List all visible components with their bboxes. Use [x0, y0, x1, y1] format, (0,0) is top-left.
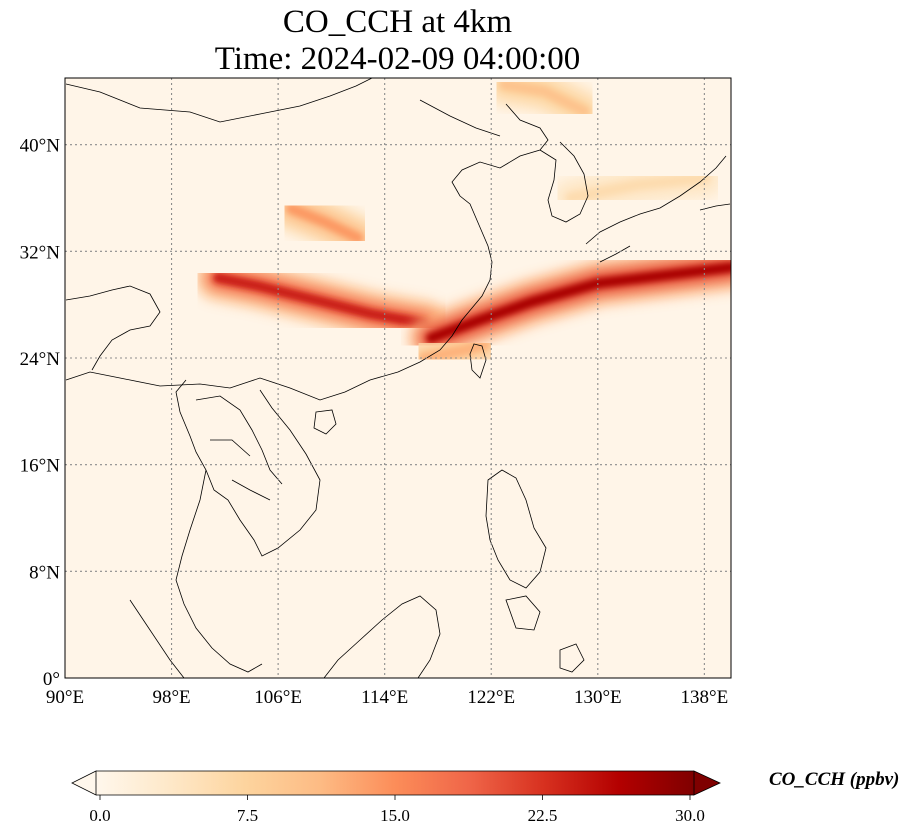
graticule — [65, 78, 731, 678]
latitude-ticks: 0° 8°N 16°N 24°N 32°N 40°N — [20, 136, 61, 690]
colorbar-label: CO_CCH (ppbv) — [769, 769, 900, 790]
lon-tick-label: 122°E — [467, 687, 515, 708]
coastline-korea — [539, 141, 589, 223]
lon-tick-label: 114°E — [361, 687, 408, 708]
lat-tick-label: 24°N — [20, 349, 61, 370]
colorbar-tick-label: 0.0 — [89, 806, 110, 825]
plume-core — [426, 262, 731, 343]
lat-tick-label: 16°N — [20, 456, 61, 477]
coastline-philippines — [485, 469, 547, 631]
lon-tick-label: 138°E — [681, 687, 729, 708]
colorbar: 0.0 7.5 15.0 22.5 30.0 — [71, 770, 721, 825]
coastline-china — [65, 103, 549, 401]
lon-tick-label: 98°E — [152, 687, 190, 708]
plume-core — [286, 203, 363, 243]
map-frame — [64, 77, 732, 679]
lon-tick-label: 130°E — [574, 687, 622, 708]
colorbar-max-extension — [693, 770, 721, 796]
coastline-sumatra — [129, 599, 185, 678]
map-panel — [64, 77, 732, 679]
map-subtitle-time: Time: 2024-02-09 04:00:00 — [214, 41, 581, 77]
lat-tick-label: 0° — [43, 669, 60, 690]
border-south-asia — [65, 285, 161, 371]
plume-core — [419, 339, 490, 363]
colorbar-tick-label: 30.0 — [675, 806, 705, 825]
longitude-ticks: 90°E 98°E 106°E 114°E 122°E 130°E 138°E — [46, 687, 728, 708]
border-indochina-interior — [195, 395, 283, 501]
coastline-indochina — [175, 379, 321, 673]
colorbar-tick-label: 15.0 — [380, 806, 410, 825]
lon-tick-label: 106°E — [254, 687, 302, 708]
colorbar-tick-label: 7.5 — [237, 806, 258, 825]
plume-core — [499, 79, 590, 117]
coastline-japan — [585, 155, 731, 263]
concentration-field — [195, 78, 731, 381]
plume-core — [566, 173, 710, 203]
lat-tick-label: 40°N — [20, 136, 61, 157]
lon-tick-label: 90°E — [46, 687, 84, 708]
lat-tick-label: 8°N — [29, 562, 60, 583]
coastline-taiwan — [469, 343, 487, 379]
colorbar-body — [96, 771, 694, 795]
coastline-sulawesi — [559, 643, 585, 673]
border-mongolia-russia — [65, 78, 501, 137]
plume-core — [213, 273, 430, 329]
coastline-borneo — [323, 595, 441, 678]
colorbar-tick-label: 22.5 — [528, 806, 558, 825]
coastlines — [65, 78, 731, 678]
colorbar-min-extension — [71, 770, 97, 796]
coastline-hainan — [313, 409, 337, 435]
colorbar-ticks: 0.0 7.5 15.0 22.5 30.0 — [89, 795, 705, 825]
lat-tick-label: 32°N — [20, 242, 61, 263]
map-title: CO_CCH at 4km — [282, 4, 513, 40]
